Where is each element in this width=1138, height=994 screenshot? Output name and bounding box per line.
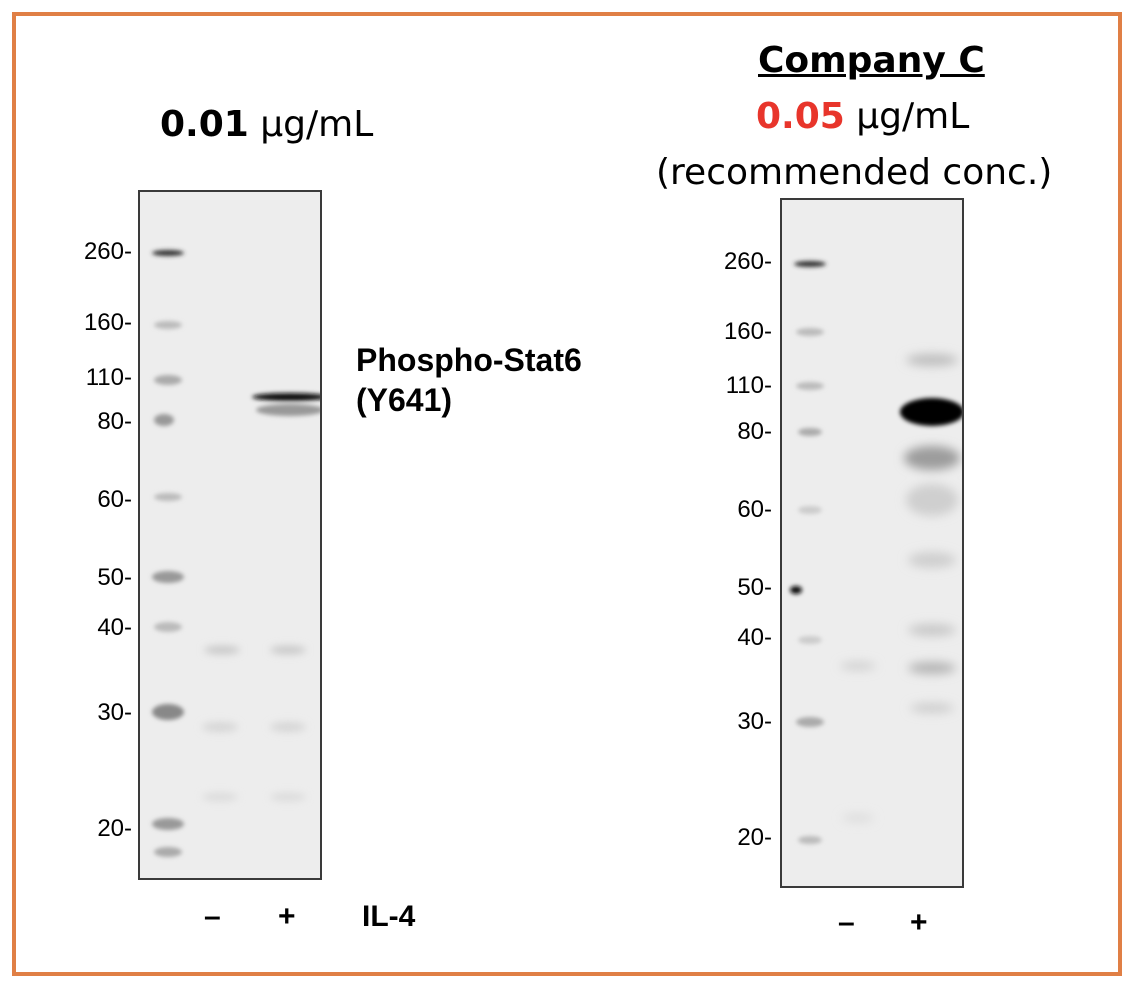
left-lane-plus: +: [278, 900, 296, 933]
left-mw-260: 260-: [83, 238, 132, 265]
right-concentration-value: 0.05: [756, 96, 845, 137]
right-mw-60: 60-: [737, 496, 772, 523]
right-mw-260: 260-: [723, 248, 772, 275]
right-mw-20: 20-: [737, 824, 772, 851]
antibody-name: Phospho-Stat6: [356, 342, 582, 378]
left-blot-bands: [152, 250, 320, 857]
left-mw-80: 80-: [97, 408, 132, 435]
left-mw-50: 50-: [97, 564, 132, 591]
right-mw-110: 110-: [725, 372, 772, 399]
left-concentration-value: 0.01: [160, 104, 249, 145]
left-blot-image: [138, 190, 322, 880]
left-mw-30: 30-: [97, 699, 132, 726]
left-mw-110: 110-: [85, 364, 132, 391]
right-concentration-unit: μg/mL: [856, 96, 970, 137]
right-lane-minus: –: [838, 906, 855, 939]
left-mw-60: 60-: [97, 486, 132, 513]
left-lane-minus: –: [204, 900, 221, 933]
right-mw-30: 30-: [737, 708, 772, 735]
left-mw-160: 160-: [83, 309, 132, 336]
right-blot-image: [780, 198, 964, 888]
right-lane-plus: +: [910, 906, 928, 939]
recommended-note: (recommended conc.): [656, 152, 1053, 193]
right-mw-50: 50-: [737, 574, 772, 601]
company-label: Company C: [758, 40, 985, 81]
left-mw-20: 20-: [97, 815, 132, 842]
right-concentration: 0.05 μg/mL: [756, 96, 969, 137]
right-blot-bands: [790, 261, 962, 844]
figure-frame: [12, 12, 1122, 976]
antibody-site: (Y641): [356, 382, 453, 418]
treatment-label: IL-4: [362, 900, 416, 933]
left-concentration-unit: μg/mL: [260, 104, 374, 145]
right-mw-80: 80-: [737, 418, 772, 445]
antibody-label: Phospho-Stat6 (Y641): [356, 340, 582, 420]
left-mw-40: 40-: [97, 614, 132, 641]
left-concentration: 0.01 μg/mL: [160, 104, 373, 145]
right-mw-160: 160-: [723, 318, 772, 345]
right-mw-40: 40-: [737, 624, 772, 651]
